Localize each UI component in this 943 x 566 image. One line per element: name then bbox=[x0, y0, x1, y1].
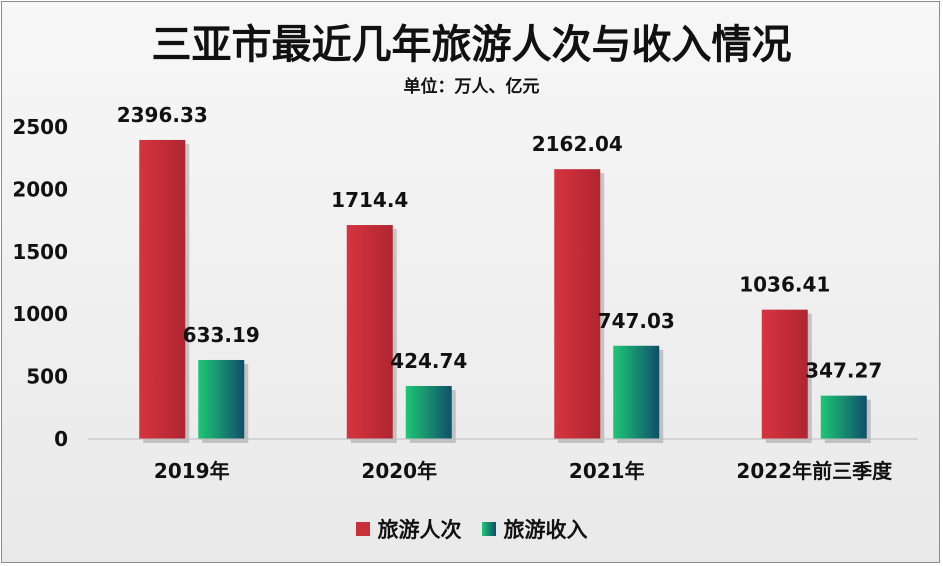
y-tick-label: 2000 bbox=[12, 177, 68, 201]
bar-visits bbox=[139, 139, 186, 439]
bar-label-revenue: 633.19 bbox=[183, 323, 260, 347]
y-tick-label: 2500 bbox=[12, 115, 68, 139]
legend-item-revenue: 旅游收入 bbox=[481, 514, 588, 544]
y-tick-label: 500 bbox=[26, 365, 68, 389]
legend-label-revenue: 旅游收入 bbox=[503, 518, 588, 542]
bar-visits bbox=[554, 169, 601, 439]
bar-revenue bbox=[405, 385, 452, 439]
chart-title: 三亚市最近几年旅游人次与收入情况 bbox=[151, 22, 792, 68]
bar-revenue bbox=[198, 359, 245, 439]
x-tick-label: 2022年前三季度 bbox=[736, 459, 893, 483]
bar-label-revenue: 424.74 bbox=[390, 349, 467, 373]
bar-revenue bbox=[613, 345, 660, 439]
bar-label-visits: 1036.41 bbox=[739, 273, 830, 297]
x-tick-label: 2021年 bbox=[569, 459, 645, 483]
chart-subtitle: 单位：万人、亿元 bbox=[403, 77, 540, 97]
bar-label-visits: 2162.04 bbox=[532, 132, 623, 156]
x-tick-label: 2020年 bbox=[361, 459, 437, 483]
y-tick-label: 1000 bbox=[12, 302, 68, 326]
y-tick-label: 0 bbox=[54, 427, 68, 451]
bar-revenue bbox=[820, 395, 867, 439]
legend-swatch-revenue bbox=[481, 522, 496, 536]
legend-item-visits: 旅游人次 bbox=[355, 514, 462, 544]
bar-label-visits: 2396.33 bbox=[117, 103, 208, 127]
x-tick-label: 2019年 bbox=[154, 459, 230, 483]
bar-visits bbox=[346, 225, 393, 439]
legend-label-visits: 旅游人次 bbox=[377, 518, 462, 542]
y-tick-label: 1500 bbox=[12, 240, 68, 264]
bar-label-revenue: 747.03 bbox=[598, 309, 675, 333]
bar-visits bbox=[761, 309, 808, 439]
bar-label-revenue: 347.27 bbox=[805, 359, 882, 383]
legend-swatch-visits bbox=[355, 522, 370, 536]
legend: 旅游人次 旅游收入 bbox=[0, 514, 943, 544]
bar-label-visits: 1714.4 bbox=[331, 188, 408, 212]
